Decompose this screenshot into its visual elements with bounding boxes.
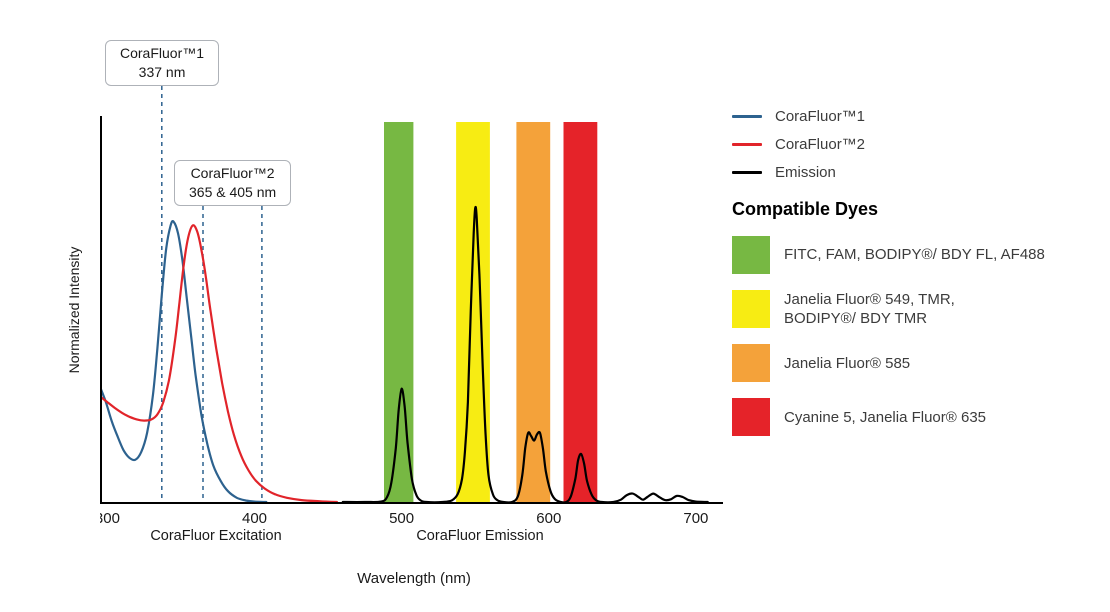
filter-band-green xyxy=(384,122,414,502)
filter-band-red xyxy=(563,122,598,502)
dye-item-red: Cyanine 5, Janelia Fluor® 635 xyxy=(732,398,1104,437)
series-curve-1 xyxy=(100,224,338,504)
x-tick-500: 500 xyxy=(389,510,414,527)
corafluor1-line-swatch xyxy=(732,114,762,118)
legend-label: Emission xyxy=(775,163,836,181)
spectra-plot: 300 400 500 600 700 xyxy=(100,86,723,527)
dye-swatch-green xyxy=(732,236,770,274)
y-axis-label: Normalized Intensity xyxy=(66,246,82,374)
compatible-dyes-heading: Compatible Dyes xyxy=(732,199,879,219)
dye-label: FITC, FAM, BODIPY®/ BDY FL, AF488 xyxy=(784,246,1045,264)
emission-section-label: CoraFluor Emission xyxy=(416,528,544,544)
dye-item-orange: Janelia Fluor® 585 xyxy=(732,344,1104,383)
annotation-title: CoraFluor™1 xyxy=(120,45,205,61)
filter-band-yellow xyxy=(456,122,490,502)
compatible-dyes-list: FITC, FAM, BODIPY®/ BDY FL, AF488 Janeli… xyxy=(732,236,1104,437)
dye-item-green: FITC, FAM, BODIPY®/ BDY FL, AF488 xyxy=(732,236,1104,274)
annotation-wavelength: 337 nm xyxy=(138,63,186,80)
corafluor2-line-swatch xyxy=(732,142,762,146)
filter-band-orange xyxy=(516,122,551,502)
dye-label: Janelia Fluor® 585 xyxy=(784,354,911,372)
x-tick-700: 700 xyxy=(683,510,708,527)
dye-label: Cyanine 5, Janelia Fluor® 635 xyxy=(784,408,987,426)
legend-item-corafluor1: CoraFluor™1 xyxy=(732,106,865,126)
series-curve-2 xyxy=(341,205,709,504)
dye-swatch-orange xyxy=(732,344,770,383)
legend-item-corafluor2: CoraFluor™2 xyxy=(732,134,865,154)
emission-line-swatch xyxy=(732,170,762,174)
annotation-title: CoraFluor™2 xyxy=(190,165,275,181)
excitation-section-label: CoraFluor Excitation xyxy=(150,528,282,544)
legend-item-emission: Emission xyxy=(732,162,865,182)
legend-label: CoraFluor™1 xyxy=(775,107,866,125)
series-curve-0 xyxy=(100,220,268,504)
annotation-corafluor1-337nm: CoraFluor™1 337 nm xyxy=(105,40,220,86)
x-axis-label: Wavelength (nm) xyxy=(357,570,471,587)
annotation-corafluor2-365-405nm: CoraFluor™2 365 & 405 nm xyxy=(174,160,292,206)
dye-swatch-red xyxy=(732,398,770,437)
legend-label: CoraFluor™2 xyxy=(775,135,866,153)
x-tick-400: 400 xyxy=(242,510,267,527)
x-tick-600: 600 xyxy=(536,510,561,527)
legend: CoraFluor™1 CoraFluor™2 Emission xyxy=(732,106,865,182)
x-tick-300: 300 xyxy=(100,510,120,527)
annotation-wavelength: 365 & 405 nm xyxy=(189,183,277,200)
dye-swatch-yellow xyxy=(732,290,770,329)
dye-item-yellow: Janelia Fluor® 549, TMR, BODIPY®/ BDY TM… xyxy=(732,290,1104,329)
dye-label: Janelia Fluor® 549, TMR, BODIPY®/ BDY TM… xyxy=(784,291,955,328)
